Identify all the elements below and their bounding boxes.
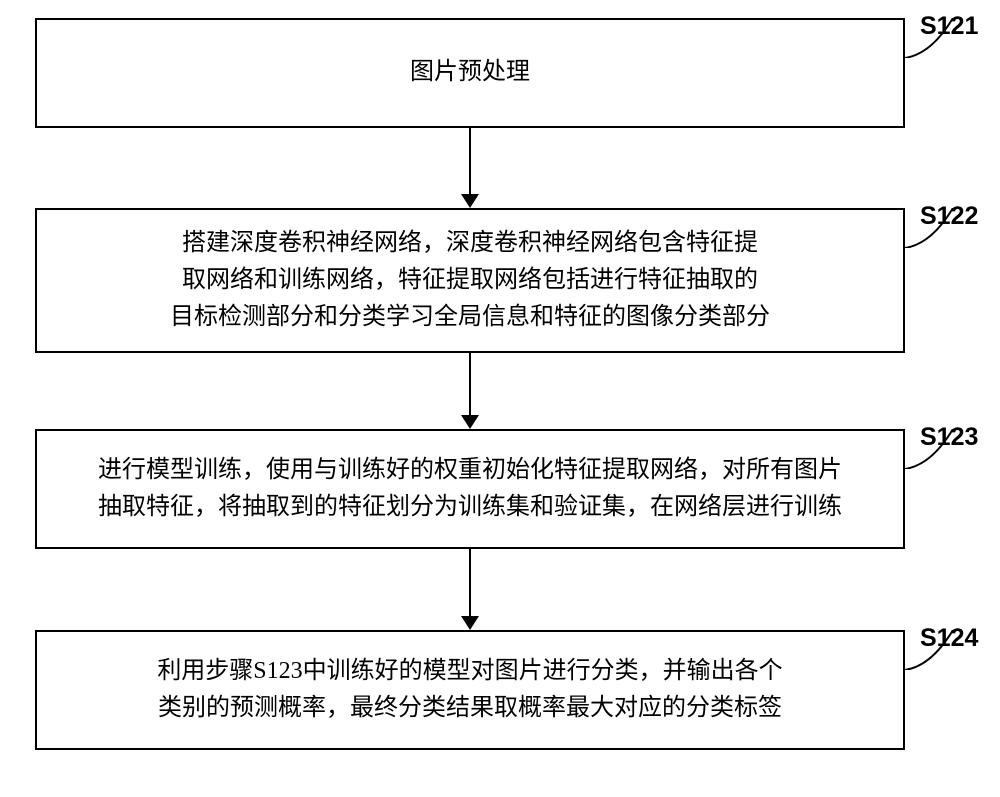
arrow-down [450,549,490,630]
step-box-s121: 图片预处理 [35,18,905,128]
step-box-s122: 搭建深度卷积神经网络，深度卷积神经网络包含特征提 取网络和训练网络，特征提取网络… [35,208,905,353]
step-label-s122: S122 [920,202,978,231]
step-label-s121: S121 [920,12,978,41]
step-box-s123: 进行模型训练，使用与训练好的权重初始化特征提取网络，对所有图片 抽取特征，将抽取… [35,429,905,549]
flowchart-canvas: 图片预处理 S121 搭建深度卷积神经网络，深度卷积神经网络包含特征提 取网络和训练… [0,0,1000,797]
step-text: 图片预处理 [410,54,530,91]
step-text: 搭建深度卷积神经网络，深度卷积神经网络包含特征提 取网络和训练网络，特征提取网络… [170,225,770,337]
arrow-down [450,353,490,429]
step-text: 进行模型训练，使用与训练好的权重初始化特征提取网络，对所有图片 抽取特征，将抽取… [98,452,842,526]
arrow-down [450,128,490,208]
step-box-s124: 利用步骤S123中训练好的模型对图片进行分类，并输出各个 类别的预测概率，最终分… [35,630,905,750]
step-text: 利用步骤S123中训练好的模型对图片进行分类，并输出各个 类别的预测概率，最终分… [157,653,782,727]
step-label-s123: S123 [920,423,978,452]
step-label-s124: S124 [920,624,978,653]
